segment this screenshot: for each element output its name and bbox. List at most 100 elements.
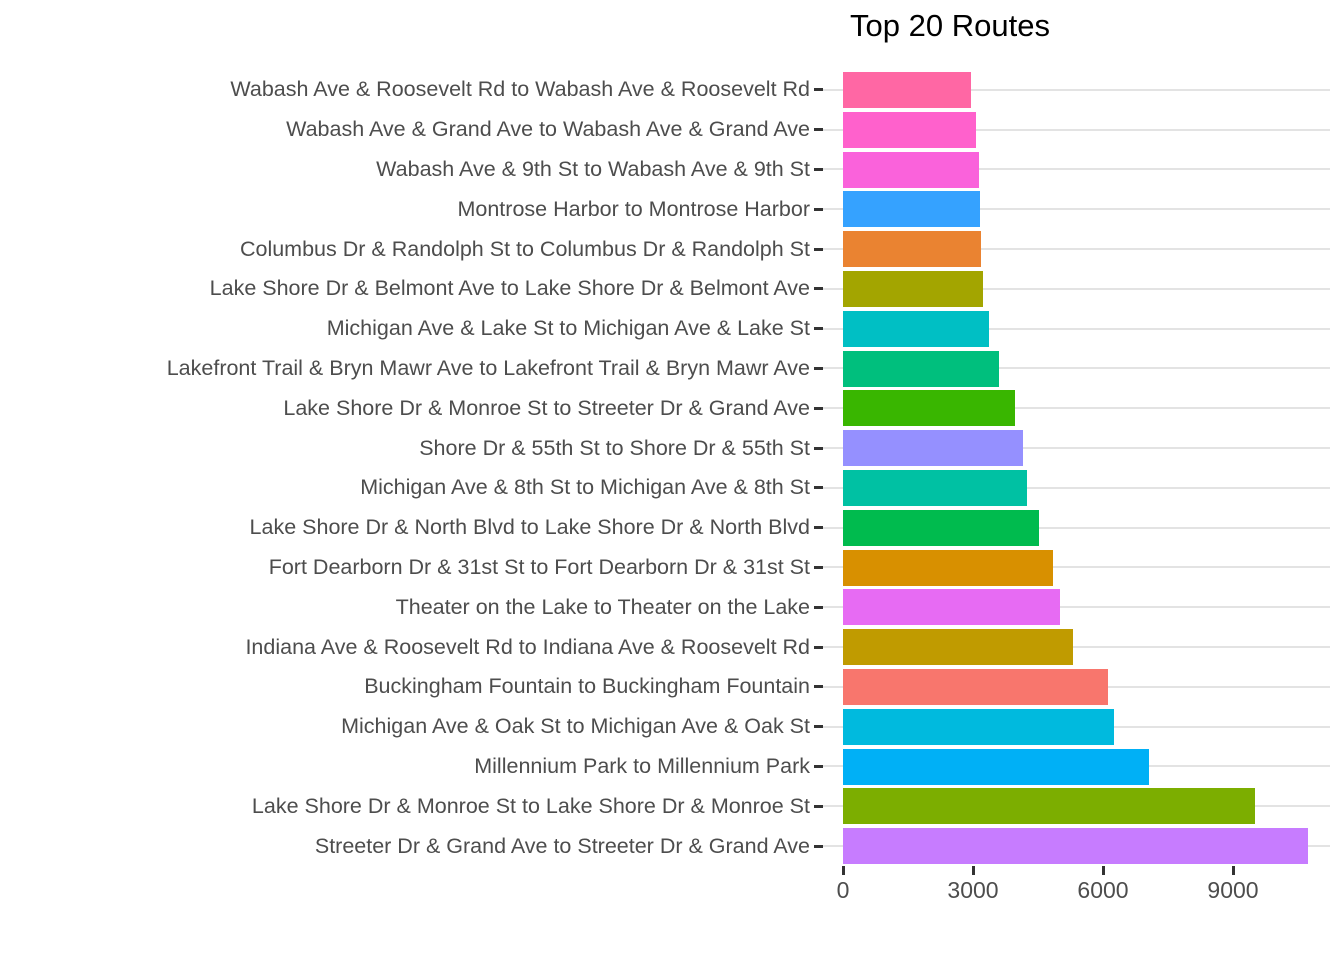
y-tick-mark bbox=[814, 685, 823, 689]
bar bbox=[843, 708, 1114, 745]
category-label: Fort Dearborn Dr & 31st St to Fort Dearb… bbox=[268, 554, 810, 579]
bar bbox=[843, 828, 1308, 865]
y-tick-mark bbox=[814, 247, 823, 251]
gridline bbox=[823, 646, 1330, 649]
chart-row: Lake Shore Dr & Monroe St to Lake Shore … bbox=[0, 786, 1344, 826]
y-tick-mark bbox=[814, 645, 823, 649]
y-tick-mark bbox=[814, 167, 823, 171]
bar bbox=[843, 350, 1000, 387]
gridline bbox=[823, 447, 1330, 450]
bar bbox=[843, 788, 1255, 825]
chart-row: Columbus Dr & Randolph St to Columbus Dr… bbox=[0, 229, 1344, 269]
chart-row: Wabash Ave & 9th St to Wabash Ave & 9th … bbox=[0, 150, 1344, 190]
gridline bbox=[823, 486, 1330, 489]
category-label: Wabash Ave & Roosevelt Rd to Wabash Ave … bbox=[230, 77, 810, 102]
y-tick-mark bbox=[814, 844, 823, 848]
chart-row: Michigan Ave & Oak St to Michigan Ave & … bbox=[0, 707, 1344, 747]
bar bbox=[843, 589, 1060, 626]
y-tick-mark bbox=[814, 804, 823, 808]
gridline bbox=[823, 327, 1330, 330]
bar bbox=[843, 151, 980, 188]
bar bbox=[843, 390, 1015, 427]
y-tick-mark bbox=[814, 486, 823, 490]
y-tick-mark bbox=[814, 207, 823, 211]
bar bbox=[843, 191, 980, 228]
bar bbox=[843, 669, 1108, 705]
category-label: Montrose Harbor to Montrose Harbor bbox=[457, 196, 810, 221]
bar bbox=[843, 111, 976, 148]
chart-row: Michigan Ave & Lake St to Michigan Ave &… bbox=[0, 309, 1344, 349]
gridline bbox=[823, 168, 1330, 171]
category-label: Lakefront Trail & Bryn Mawr Ave to Lakef… bbox=[166, 355, 810, 380]
chart-row: Theater on the Lake to Theater on the La… bbox=[0, 587, 1344, 627]
chart-row: Fort Dearborn Dr & 31st St to Fort Dearb… bbox=[0, 548, 1344, 588]
category-label: Lake Shore Dr & Monroe St to Streeter Dr… bbox=[283, 395, 810, 420]
bar bbox=[843, 231, 981, 268]
gridline bbox=[823, 407, 1330, 410]
y-tick-mark bbox=[814, 327, 823, 331]
bar bbox=[843, 629, 1074, 666]
y-tick-mark bbox=[814, 128, 823, 132]
y-tick-mark bbox=[814, 725, 823, 729]
category-label: Buckingham Fountain to Buckingham Founta… bbox=[364, 674, 810, 699]
category-label: Wabash Ave & 9th St to Wabash Ave & 9th … bbox=[376, 156, 810, 181]
gridline bbox=[823, 88, 1330, 91]
gridline bbox=[823, 248, 1330, 251]
chart-row: Lake Shore Dr & North Blvd to Lake Shore… bbox=[0, 508, 1344, 548]
category-label: Lake Shore Dr & North Blvd to Lake Shore… bbox=[249, 515, 810, 540]
x-tick-mark bbox=[1101, 866, 1105, 875]
x-tick-label: 6000 bbox=[1077, 877, 1129, 903]
x-tick-label: 3000 bbox=[947, 877, 999, 903]
chart-row: Michigan Ave & 8th St to Michigan Ave & … bbox=[0, 468, 1344, 508]
y-tick-mark bbox=[814, 526, 823, 530]
x-tick-label: 0 bbox=[836, 877, 850, 903]
bar bbox=[843, 310, 989, 347]
category-label: Theater on the Lake to Theater on the La… bbox=[395, 594, 810, 619]
chart-row: Wabash Ave & Roosevelt Rd to Wabash Ave … bbox=[0, 70, 1344, 110]
y-tick-mark bbox=[814, 287, 823, 291]
bar bbox=[843, 509, 1039, 546]
category-label: Lake Shore Dr & Belmont Ave to Lake Shor… bbox=[209, 276, 810, 301]
y-tick-mark bbox=[814, 605, 823, 609]
chart-row: Shore Dr & 55th St to Shore Dr & 55th St bbox=[0, 428, 1344, 468]
x-tick-mark bbox=[1231, 866, 1235, 875]
chart-title: Top 20 Routes bbox=[850, 8, 1050, 43]
gridline bbox=[823, 566, 1330, 569]
chart-row: Lake Shore Dr & Belmont Ave to Lake Shor… bbox=[0, 269, 1344, 309]
category-label: Michigan Ave & Oak St to Michigan Ave & … bbox=[341, 714, 810, 739]
x-tick-mark bbox=[841, 866, 845, 875]
category-label: Millennium Park to Millennium Park bbox=[474, 753, 810, 778]
chart-row: Wabash Ave & Grand Ave to Wabash Ave & G… bbox=[0, 110, 1344, 150]
chart-row: Montrose Harbor to Montrose Harbor bbox=[0, 189, 1344, 229]
category-label: Michigan Ave & 8th St to Michigan Ave & … bbox=[360, 475, 810, 500]
gridline bbox=[823, 367, 1330, 370]
bar bbox=[843, 271, 983, 307]
category-label: Indiana Ave & Roosevelt Rd to Indiana Av… bbox=[245, 634, 810, 659]
x-tick-mark bbox=[971, 866, 975, 875]
bar bbox=[843, 748, 1149, 785]
chart-row: Buckingham Fountain to Buckingham Founta… bbox=[0, 667, 1344, 707]
category-label: Columbus Dr & Randolph St to Columbus Dr… bbox=[239, 236, 810, 261]
bar bbox=[843, 470, 1028, 506]
y-tick-mark bbox=[814, 406, 823, 410]
chart-row: Streeter Dr & Grand Ave to Streeter Dr &… bbox=[0, 826, 1344, 866]
gridline bbox=[823, 287, 1330, 290]
bar bbox=[843, 430, 1023, 467]
chart-row: Lakefront Trail & Bryn Mawr Ave to Lakef… bbox=[0, 349, 1344, 389]
chart-row: Indiana Ave & Roosevelt Rd to Indiana Av… bbox=[0, 627, 1344, 667]
y-tick-mark bbox=[814, 366, 823, 370]
gridline bbox=[823, 606, 1330, 609]
category-label: Michigan Ave & Lake St to Michigan Ave &… bbox=[326, 316, 810, 341]
bar bbox=[843, 549, 1054, 586]
y-tick-mark bbox=[814, 446, 823, 450]
category-label: Streeter Dr & Grand Ave to Streeter Dr &… bbox=[314, 833, 810, 858]
gridline bbox=[823, 208, 1330, 211]
gridline bbox=[823, 128, 1330, 131]
gridline bbox=[823, 526, 1330, 529]
category-label: Wabash Ave & Grand Ave to Wabash Ave & G… bbox=[286, 117, 810, 142]
category-label: Shore Dr & 55th St to Shore Dr & 55th St bbox=[419, 435, 810, 460]
chart-row: Millennium Park to Millennium Park bbox=[0, 747, 1344, 787]
bar bbox=[843, 72, 972, 108]
